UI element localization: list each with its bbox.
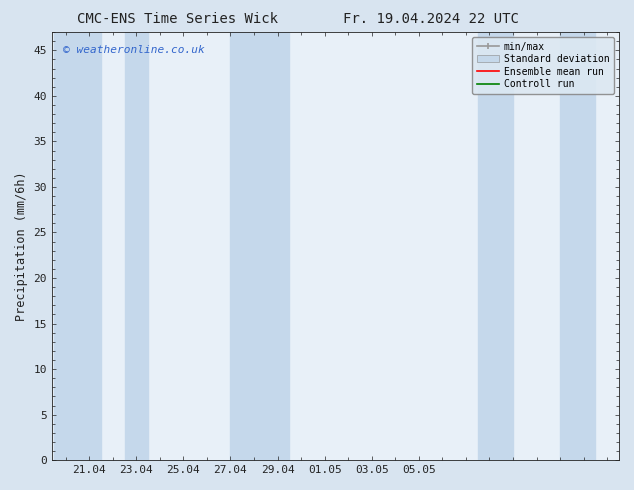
Y-axis label: Precipitation (mm/6h): Precipitation (mm/6h) xyxy=(15,172,28,321)
Bar xyxy=(266,32,289,460)
Text: Fr. 19.04.2024 22 UTC: Fr. 19.04.2024 22 UTC xyxy=(343,12,519,26)
Bar xyxy=(477,32,513,460)
Bar xyxy=(124,32,148,460)
Text: CMC-ENS Time Series Wick: CMC-ENS Time Series Wick xyxy=(77,12,278,26)
Bar xyxy=(54,32,101,460)
Bar xyxy=(231,32,266,460)
Bar xyxy=(560,32,595,460)
Legend: min/max, Standard deviation, Ensemble mean run, Controll run: min/max, Standard deviation, Ensemble me… xyxy=(472,37,614,94)
Text: © weatheronline.co.uk: © weatheronline.co.uk xyxy=(63,45,205,55)
